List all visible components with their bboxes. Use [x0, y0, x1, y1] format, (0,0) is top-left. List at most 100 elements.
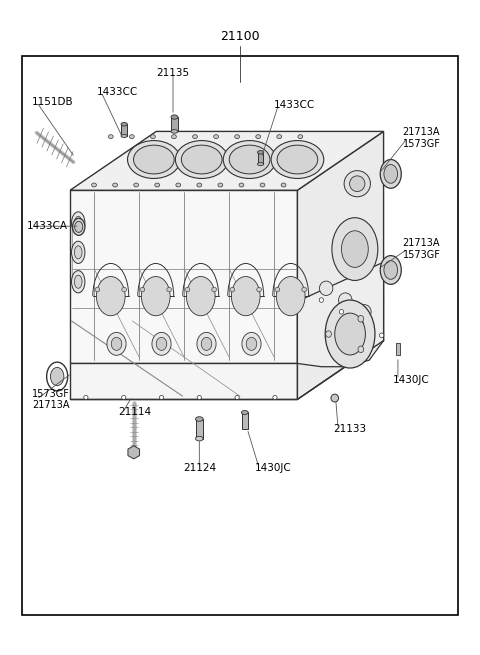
Ellipse shape	[84, 396, 88, 400]
Ellipse shape	[128, 141, 180, 178]
Ellipse shape	[349, 176, 365, 191]
Ellipse shape	[358, 305, 371, 319]
Ellipse shape	[257, 151, 264, 154]
Ellipse shape	[122, 288, 127, 292]
Ellipse shape	[72, 241, 85, 263]
Bar	[396, 343, 400, 355]
Ellipse shape	[151, 135, 156, 139]
Ellipse shape	[235, 135, 240, 139]
Ellipse shape	[277, 135, 282, 139]
Text: 21135: 21135	[156, 67, 190, 77]
Text: 1433CA: 1433CA	[27, 221, 68, 231]
Ellipse shape	[320, 281, 333, 295]
Ellipse shape	[229, 145, 270, 174]
Bar	[22, 56, 458, 615]
Ellipse shape	[242, 332, 261, 355]
Text: 21100: 21100	[220, 30, 260, 43]
Ellipse shape	[201, 337, 212, 350]
Ellipse shape	[155, 183, 159, 187]
Ellipse shape	[192, 135, 197, 139]
Ellipse shape	[239, 183, 244, 187]
Ellipse shape	[171, 115, 178, 119]
Ellipse shape	[339, 310, 344, 314]
Circle shape	[384, 164, 397, 183]
Ellipse shape	[325, 331, 331, 337]
Ellipse shape	[111, 337, 122, 350]
Circle shape	[335, 313, 365, 355]
Ellipse shape	[175, 141, 228, 178]
Ellipse shape	[257, 288, 262, 292]
Circle shape	[231, 276, 260, 316]
Circle shape	[332, 217, 378, 280]
Ellipse shape	[95, 288, 100, 292]
Ellipse shape	[156, 337, 167, 350]
Ellipse shape	[273, 396, 277, 400]
Ellipse shape	[260, 183, 265, 187]
Text: 21124: 21124	[183, 463, 216, 473]
Ellipse shape	[235, 396, 240, 400]
Ellipse shape	[140, 288, 145, 292]
Ellipse shape	[271, 141, 324, 178]
Ellipse shape	[121, 134, 127, 138]
Circle shape	[186, 276, 215, 316]
Text: 21114: 21114	[118, 407, 151, 417]
Ellipse shape	[241, 411, 248, 415]
Ellipse shape	[185, 288, 190, 292]
Ellipse shape	[298, 135, 303, 139]
Ellipse shape	[72, 212, 85, 234]
Text: 21713A
1573GF: 21713A 1573GF	[403, 127, 441, 149]
Ellipse shape	[113, 183, 118, 187]
Ellipse shape	[302, 288, 307, 292]
Ellipse shape	[74, 216, 82, 229]
Polygon shape	[70, 364, 298, 400]
Bar	[196, 419, 203, 439]
Bar	[121, 124, 127, 136]
Ellipse shape	[246, 337, 257, 350]
Ellipse shape	[358, 316, 364, 322]
Ellipse shape	[257, 162, 264, 166]
Ellipse shape	[214, 135, 218, 139]
Ellipse shape	[152, 332, 171, 355]
Bar	[171, 117, 178, 132]
Ellipse shape	[338, 293, 352, 307]
Polygon shape	[298, 132, 384, 364]
Ellipse shape	[197, 183, 202, 187]
Bar	[242, 413, 248, 429]
Ellipse shape	[197, 396, 202, 400]
Ellipse shape	[195, 417, 203, 421]
Ellipse shape	[331, 394, 338, 402]
Circle shape	[276, 276, 305, 316]
Circle shape	[341, 231, 368, 267]
Circle shape	[384, 261, 397, 279]
Circle shape	[380, 255, 401, 284]
Circle shape	[75, 221, 83, 233]
Circle shape	[72, 218, 85, 235]
Ellipse shape	[74, 246, 82, 259]
Ellipse shape	[218, 183, 223, 187]
Ellipse shape	[256, 135, 261, 139]
Circle shape	[380, 160, 401, 188]
Bar	[258, 153, 264, 164]
Ellipse shape	[197, 332, 216, 355]
Text: 21133: 21133	[333, 424, 366, 434]
Ellipse shape	[277, 145, 318, 174]
Text: 21713A
1573GF: 21713A 1573GF	[403, 238, 441, 259]
Ellipse shape	[171, 130, 178, 133]
Ellipse shape	[319, 298, 324, 303]
Ellipse shape	[92, 183, 96, 187]
Circle shape	[96, 276, 125, 316]
Polygon shape	[70, 190, 298, 364]
Ellipse shape	[107, 332, 126, 355]
Ellipse shape	[195, 436, 203, 441]
Ellipse shape	[360, 322, 364, 326]
Ellipse shape	[230, 288, 235, 292]
Circle shape	[50, 367, 64, 386]
Text: 1430JC: 1430JC	[254, 463, 291, 473]
Text: 1433CC: 1433CC	[274, 100, 315, 110]
Text: 1433CC: 1433CC	[96, 87, 138, 97]
Ellipse shape	[380, 333, 384, 337]
Ellipse shape	[212, 288, 216, 292]
Ellipse shape	[159, 396, 164, 400]
Ellipse shape	[108, 135, 113, 139]
Polygon shape	[298, 301, 384, 400]
